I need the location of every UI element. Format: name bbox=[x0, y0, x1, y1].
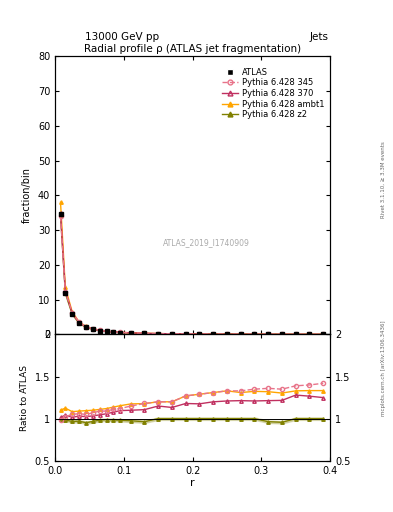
Text: 13000 GeV pp: 13000 GeV pp bbox=[85, 32, 159, 42]
Text: mcplots.cern.ch [arXiv:1306.3436]: mcplots.cern.ch [arXiv:1306.3436] bbox=[381, 321, 386, 416]
Text: ATLAS_2019_I1740909: ATLAS_2019_I1740909 bbox=[163, 238, 250, 247]
Y-axis label: Ratio to ATLAS: Ratio to ATLAS bbox=[20, 365, 29, 431]
Legend: ATLAS, Pythia 6.428 345, Pythia 6.428 370, Pythia 6.428 ambt1, Pythia 6.428 z2: ATLAS, Pythia 6.428 345, Pythia 6.428 37… bbox=[220, 66, 326, 121]
Title: Radial profile ρ (ATLAS jet fragmentation): Radial profile ρ (ATLAS jet fragmentatio… bbox=[84, 44, 301, 54]
X-axis label: r: r bbox=[190, 478, 195, 488]
Text: Jets: Jets bbox=[309, 32, 328, 42]
Y-axis label: fraction/bin: fraction/bin bbox=[22, 167, 32, 223]
Text: Rivet 3.1.10, ≥ 3.3M events: Rivet 3.1.10, ≥ 3.3M events bbox=[381, 141, 386, 218]
